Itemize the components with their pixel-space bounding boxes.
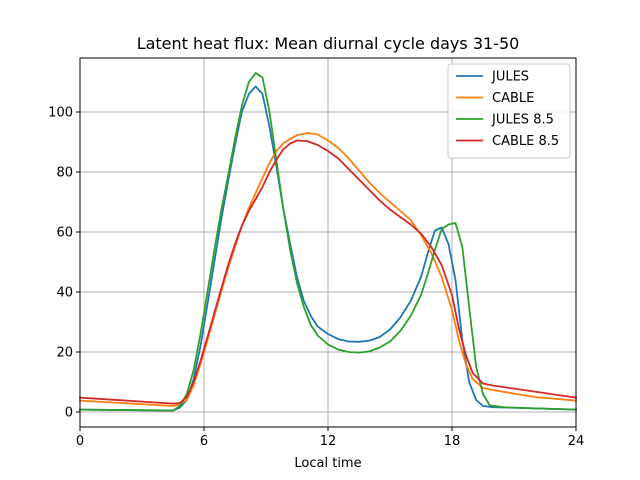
y-tick-label: 20: [56, 346, 73, 361]
y-tick-label: 80: [56, 166, 73, 181]
y-tick-label: 100: [48, 106, 73, 121]
y-tick-label: 60: [56, 226, 73, 241]
legend: JULES CABLE JULES 8.5 CABLE 8.5: [447, 63, 571, 159]
legend-entry-label: CABLE: [492, 91, 534, 106]
legend-entry-label: JULES 8.5: [491, 113, 554, 128]
legend-entry-label: CABLE 8.5: [492, 134, 559, 149]
legend-box: [447, 63, 571, 159]
x-tick-label: 18: [444, 434, 461, 449]
series-line-cable-8-5: [79, 139, 578, 405]
y-axis-ticks: 0 20 40 60 80 100: [48, 106, 80, 421]
x-tick-label: 12: [320, 434, 337, 449]
series-layer: [79, 72, 578, 412]
series-line-jules-8-5: [79, 72, 577, 412]
x-tick-label: 0: [76, 434, 84, 449]
x-tick-label: 6: [200, 434, 208, 449]
x-axis-ticks: 0 6 12 18 24: [76, 427, 584, 449]
chart-title: Latent heat flux: Mean diurnal cycle day…: [137, 34, 520, 53]
y-tick-label: 40: [56, 286, 73, 301]
y-tick-label: 0: [65, 406, 73, 421]
legend-entry-label: JULES: [491, 70, 529, 85]
x-axis-label: Local time: [294, 456, 361, 471]
series-line-jules: [79, 85, 577, 412]
x-tick-label: 24: [568, 434, 585, 449]
